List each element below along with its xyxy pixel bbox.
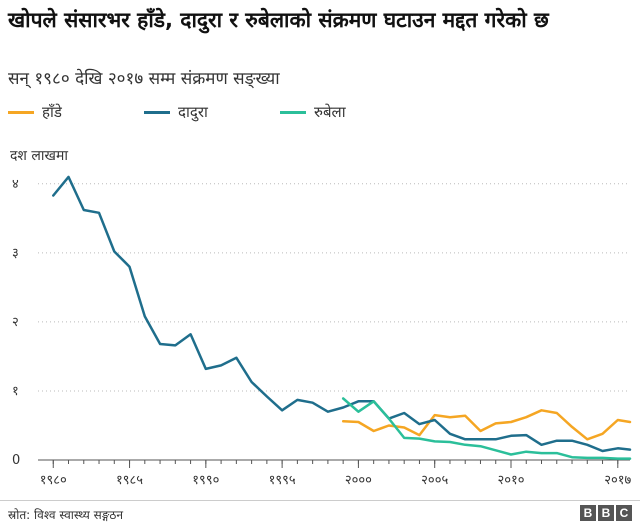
y-tick-label: ४ bbox=[12, 177, 19, 192]
source-note: स्रोत: विश्व स्वास्थ्य सङ्गठन bbox=[8, 508, 124, 522]
bbc-logo: B B C bbox=[580, 505, 632, 521]
x-tick-label: २००५ bbox=[421, 473, 448, 488]
legend: हाँडे दादुरा रुबेला bbox=[8, 102, 628, 124]
footer-divider bbox=[0, 500, 640, 501]
legend-swatch-measles bbox=[8, 110, 34, 114]
legend-swatch-rubella bbox=[280, 110, 306, 114]
line-chart: 0 १ २ ३ ४ १९८० १९८५ १९९० १९९५ २००० २००५ २०१० २०१७ bbox=[12, 175, 632, 488]
legend-swatch-mumps bbox=[144, 110, 170, 114]
x-tick-label: १९९५ bbox=[269, 473, 296, 488]
y-tick-label: १ bbox=[12, 384, 19, 399]
x-tick-label: १९८५ bbox=[116, 473, 143, 488]
y-axis-label: दश लाखमा bbox=[10, 148, 68, 164]
bbc-logo-letter: B bbox=[580, 505, 596, 521]
legend-label-mumps: दादुरा bbox=[178, 103, 208, 121]
y-tick-label: 0 bbox=[12, 453, 20, 468]
x-tick-label: १९९० bbox=[192, 473, 219, 488]
x-tick-label: २०१० bbox=[497, 473, 524, 488]
y-tick-label: ३ bbox=[12, 246, 19, 261]
legend-label-measles: हाँडे bbox=[42, 103, 62, 121]
legend-label-rubella: रुबेला bbox=[314, 103, 346, 121]
y-tick-label: २ bbox=[12, 315, 19, 330]
series-line-measles bbox=[341, 409, 632, 441]
legend-item-rubella: रुबेला bbox=[280, 102, 346, 122]
x-tick-label: १९८० bbox=[40, 473, 67, 488]
chart-subtitle: सन् १९८० देखि २०१७ सम्म संक्रमण सङ्ख्या bbox=[8, 69, 280, 89]
x-tick-label: २०१७ bbox=[604, 473, 631, 488]
legend-item-mumps: दादुरा bbox=[144, 102, 208, 122]
bbc-logo-letter: B bbox=[598, 505, 614, 521]
x-tick-label: २००० bbox=[345, 473, 372, 488]
series-line-mumps bbox=[52, 175, 632, 453]
legend-item-measles: हाँडे bbox=[8, 102, 62, 122]
chart-title: खोपले संसारभर हाँडे, दादुरा र रुबेलाको स… bbox=[8, 8, 549, 32]
bbc-logo-letter: C bbox=[616, 505, 632, 521]
series-line-rubella bbox=[341, 397, 632, 460]
